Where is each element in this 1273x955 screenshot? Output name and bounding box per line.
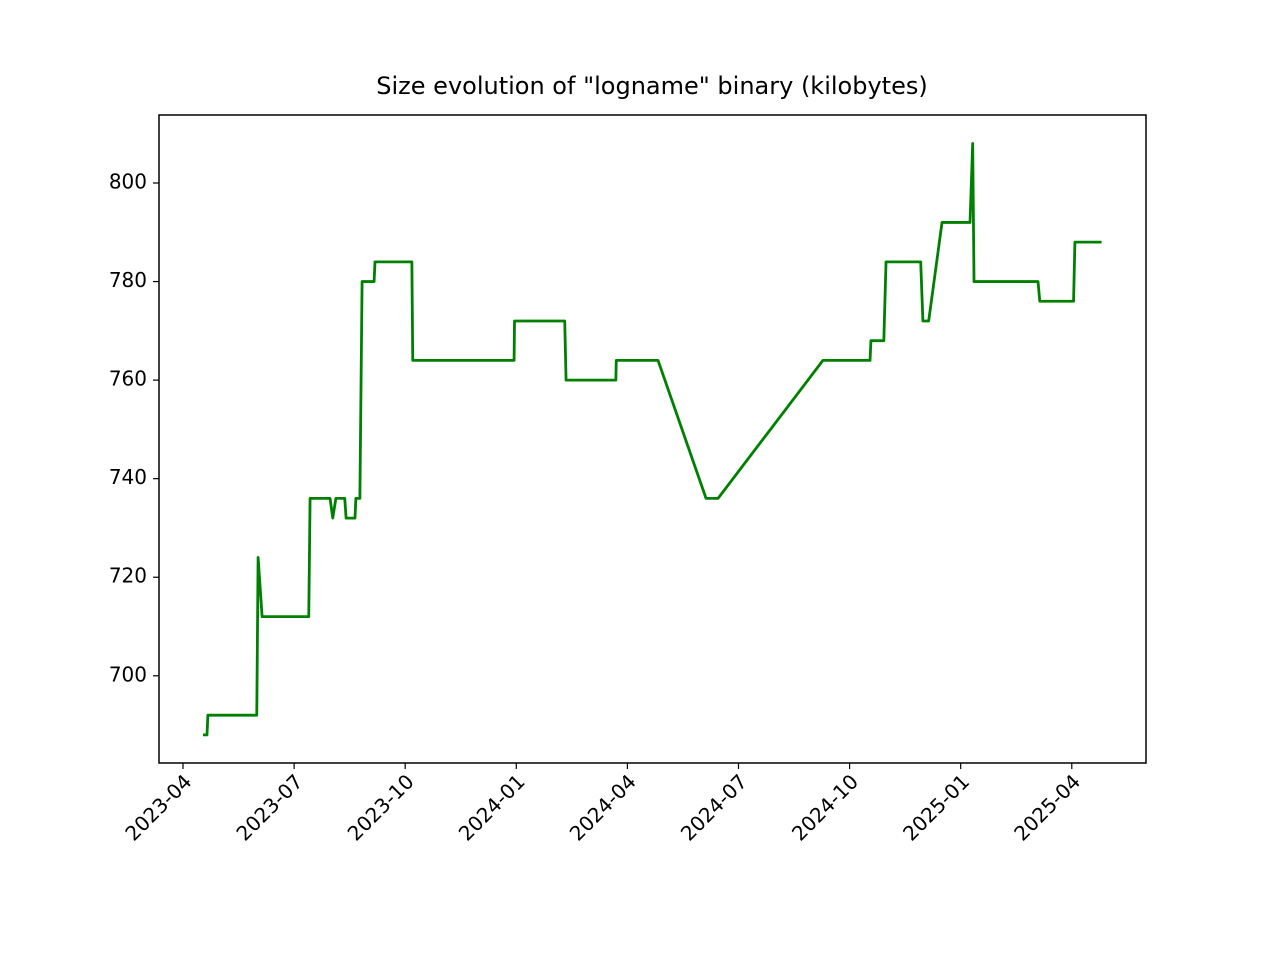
x-tick-label: 2024-04: [565, 769, 641, 845]
x-tick-label: 2024-01: [454, 769, 530, 845]
y-tick-label: 700: [109, 662, 147, 686]
y-tick-label: 760: [109, 367, 147, 391]
x-tick-label: 2024-10: [787, 769, 863, 845]
x-tick-label: 2025-01: [898, 769, 974, 845]
x-tick-label: 2023-07: [231, 769, 307, 845]
y-tick-label: 780: [109, 268, 147, 292]
x-tick-label: 2024-07: [676, 769, 752, 845]
y-tick-label: 740: [109, 465, 147, 489]
y-tick-label: 800: [109, 170, 147, 194]
x-tick-label: 2023-10: [343, 769, 419, 845]
plot-frame: [158, 114, 1147, 764]
x-tick-label: 2023-04: [120, 769, 196, 845]
data-line: [203, 142, 1102, 737]
x-tick-label: 2025-04: [1009, 769, 1085, 845]
chart-title: Size evolution of "logname" binary (kilo…: [376, 72, 927, 100]
y-tick-label: 720: [109, 564, 147, 588]
